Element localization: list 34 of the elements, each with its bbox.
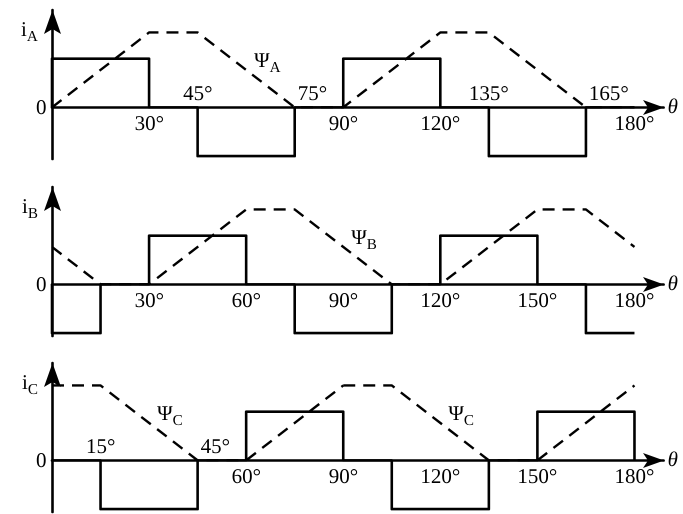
x-tick-label: 180° (614, 111, 654, 136)
annotation: 135° (468, 81, 509, 106)
annotation: 45° (200, 434, 230, 458)
annotation: 165° (588, 81, 629, 106)
y-axis-title: i$_{A}$ (21, 17, 38, 45)
annotation: 0 (36, 272, 46, 296)
x-axis-title: θ (668, 94, 678, 118)
y-axis-title: i$_{B}$ (22, 194, 38, 222)
x-tick-label: 90° (328, 464, 358, 488)
x-tick-label: 30° (134, 288, 164, 312)
x-tick-label: 120° (420, 111, 460, 136)
x-tick-label: 120° (420, 288, 460, 312)
series-label: Ψ$_{B}$ (351, 225, 377, 254)
x-tick-label: 150° (517, 288, 558, 312)
annotation: 75° (298, 81, 328, 106)
annotation: 45° (183, 81, 213, 106)
x-tick-label: 60° (232, 464, 262, 488)
x-tick-label: 120° (420, 464, 460, 488)
annotation: 0 (36, 448, 46, 472)
y-axis-title: i$_{C}$ (22, 370, 38, 398)
x-tick-label: 180° (614, 464, 654, 488)
x-tick-label: 180° (614, 288, 654, 312)
series-label: Ψ$_{C}$ (448, 401, 474, 430)
annotation: 0 (36, 94, 46, 119)
x-tick-label: 90° (328, 288, 358, 312)
x-tick-label: 90° (328, 111, 358, 136)
x-tick-label: 150° (517, 464, 558, 488)
x-tick-label: 60° (232, 288, 262, 312)
annotation: 15° (86, 434, 116, 458)
x-tick-label: 30° (134, 111, 164, 136)
series-label: Ψ$_{A}$ (254, 48, 281, 76)
x-axis-title: θ (668, 446, 678, 471)
x-axis-title: θ (668, 270, 678, 295)
series-label: Ψ$_{C}$ (157, 401, 183, 430)
